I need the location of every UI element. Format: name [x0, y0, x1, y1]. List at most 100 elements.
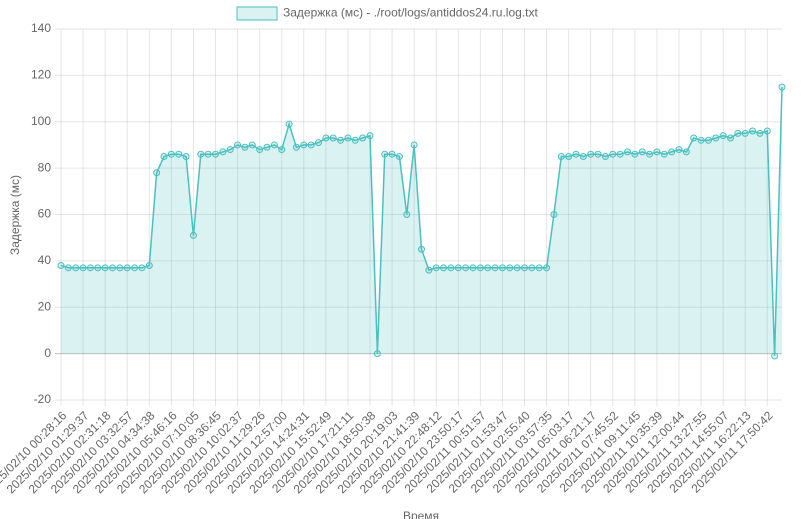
point — [528, 264, 536, 272]
point — [285, 120, 293, 128]
y-tick-label: -20 — [34, 392, 52, 406]
y-tick-label: 80 — [38, 160, 52, 174]
point — [388, 150, 396, 158]
point — [550, 211, 558, 218]
y-tick-label: 120 — [31, 68, 51, 82]
point — [587, 150, 595, 158]
point — [756, 129, 764, 137]
point — [704, 136, 712, 144]
point — [270, 141, 278, 149]
point — [329, 134, 337, 142]
legend-swatch[interactable] — [236, 6, 278, 21]
y-tick-label: 100 — [31, 114, 51, 128]
point — [234, 141, 242, 149]
point — [131, 264, 139, 272]
x-axis-title: Время — [403, 509, 439, 519]
point — [712, 134, 720, 142]
point — [72, 264, 80, 272]
point — [204, 150, 212, 158]
point — [543, 264, 551, 272]
point — [513, 264, 521, 272]
point — [719, 132, 727, 140]
point — [631, 150, 639, 158]
point — [248, 141, 256, 149]
point — [263, 143, 271, 151]
point — [256, 146, 264, 154]
point — [535, 264, 543, 272]
point — [440, 264, 448, 272]
point — [138, 264, 146, 272]
point — [226, 146, 234, 154]
point — [337, 136, 345, 144]
point — [616, 150, 624, 158]
point — [609, 150, 617, 158]
point — [638, 148, 646, 156]
point — [197, 150, 205, 158]
point — [79, 264, 87, 272]
point — [579, 153, 587, 161]
point — [351, 136, 359, 144]
point — [601, 153, 609, 161]
point — [153, 169, 161, 177]
point — [212, 150, 219, 158]
point — [491, 264, 499, 272]
point — [94, 264, 102, 272]
point — [101, 264, 109, 272]
point — [660, 150, 668, 158]
point — [462, 264, 470, 272]
point — [366, 132, 374, 140]
point — [359, 134, 367, 142]
point — [116, 264, 124, 272]
point — [425, 266, 433, 274]
point — [594, 150, 602, 158]
legend-label[interactable]: Задержка (мс) - ./root/logs/antiddos24.r… — [283, 6, 538, 20]
point — [498, 264, 506, 272]
y-tick-label: 40 — [38, 253, 52, 267]
point — [675, 146, 683, 154]
point — [395, 153, 403, 161]
point — [432, 264, 440, 272]
point — [403, 211, 411, 218]
point — [160, 153, 168, 161]
point — [690, 134, 698, 142]
point — [506, 264, 514, 272]
point — [646, 150, 654, 158]
point — [322, 134, 330, 142]
point — [565, 153, 573, 161]
point — [292, 143, 300, 151]
point — [476, 264, 484, 272]
point — [727, 134, 734, 142]
y-tick-label: 20 — [38, 299, 52, 313]
point — [447, 264, 455, 272]
point — [484, 264, 492, 272]
point — [109, 264, 116, 272]
point — [373, 350, 381, 358]
point — [741, 129, 749, 137]
point — [624, 148, 631, 156]
y-tick-label: 60 — [38, 207, 52, 221]
point — [454, 264, 462, 272]
point — [145, 262, 153, 270]
area — [61, 87, 782, 356]
y-tick-label: 140 — [31, 21, 51, 35]
point — [189, 231, 197, 239]
point — [57, 262, 65, 270]
point — [278, 146, 286, 154]
point — [300, 141, 308, 149]
point — [315, 139, 322, 147]
point — [653, 148, 661, 156]
point — [410, 141, 418, 149]
point — [771, 352, 779, 360]
point — [86, 264, 94, 272]
point — [763, 127, 771, 135]
point — [668, 148, 676, 156]
point — [123, 264, 131, 272]
point — [219, 148, 227, 156]
point — [418, 245, 425, 253]
point — [241, 143, 249, 151]
point — [697, 136, 705, 144]
y-tick-label: 0 — [44, 346, 51, 360]
point — [344, 134, 352, 142]
point — [682, 148, 690, 156]
